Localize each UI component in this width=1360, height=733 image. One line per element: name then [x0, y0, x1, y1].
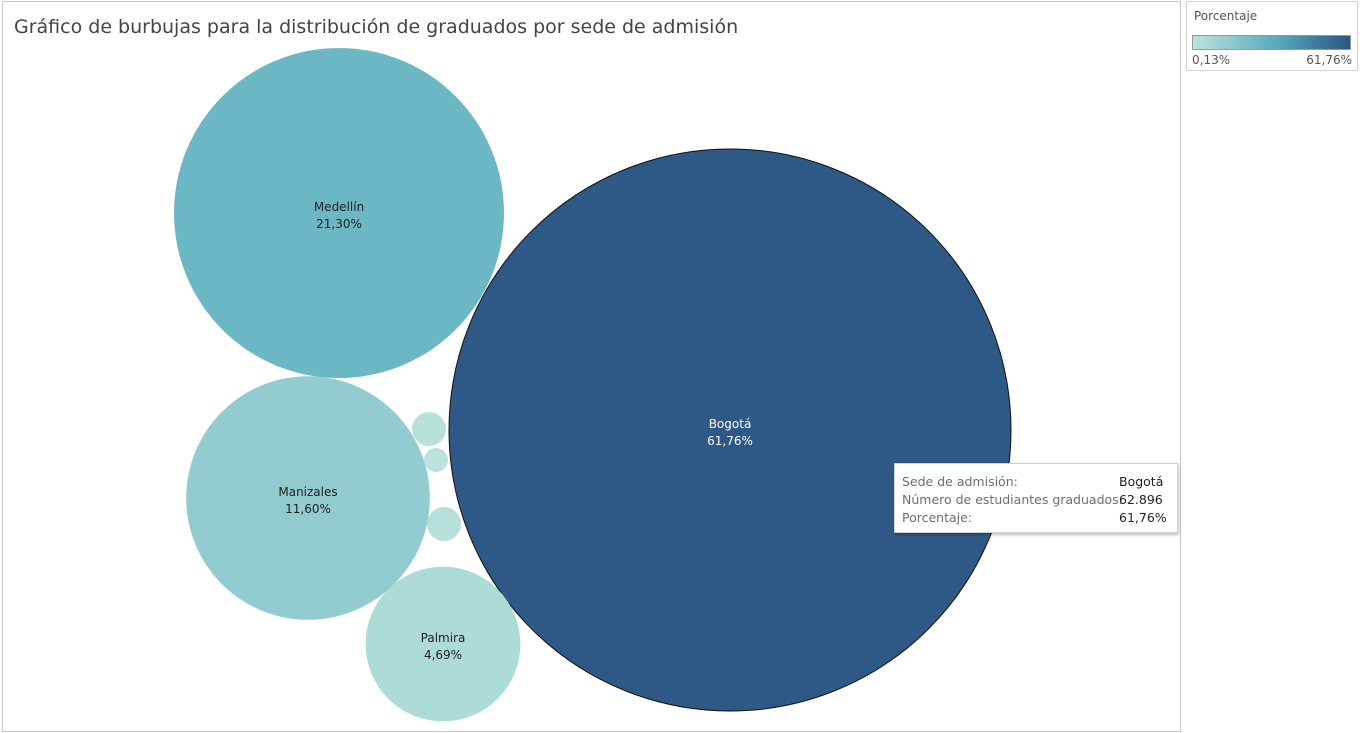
tooltip: Sede de admisión: Bogotá Número de estud…	[894, 463, 1178, 533]
chart-title: Gráfico de burbujas para la distribución…	[14, 16, 739, 38]
tooltip-value: 61,76%	[1119, 510, 1167, 525]
bubble-manizales[interactable]	[186, 376, 430, 620]
chart-area: Gráfico de burbujas para la distribución…	[2, 1, 1181, 732]
legend-title: Porcentaje	[1194, 9, 1258, 23]
bubble-chart: Bogotá 61,76% Medellín 21,30% Manizales 11,60…	[174, 48, 1012, 722]
tooltip-row-porcentaje: Porcentaje:	[902, 510, 972, 525]
bubble-percent-label: 21,30%	[316, 217, 362, 231]
tooltip-value: Bogotá	[1119, 474, 1164, 489]
legend-min-label: 0,13%	[1192, 53, 1231, 67]
bubble-name-label: Medellín	[314, 200, 364, 214]
tooltip-row-sede: Sede de admisión:	[902, 474, 1018, 489]
bubble-bogota[interactable]	[448, 148, 1012, 712]
tooltip-value: 62.896	[1119, 492, 1163, 507]
tooltip-row-graduados: Número de estudiantes graduados:	[902, 492, 1123, 507]
bubble-percent-label: 4,69%	[424, 648, 462, 662]
bubble-small-6[interactable]	[424, 448, 448, 472]
bubble-name-label: Palmira	[421, 631, 466, 645]
legend-max-label: 61,76%	[1306, 53, 1352, 67]
bubble-percent-label: 61,76%	[707, 434, 753, 448]
tooltip-label: Número de estudiantes graduados:	[902, 492, 1123, 507]
bubble-name-label: Bogotá	[709, 417, 752, 431]
bubble-palmira[interactable]	[365, 566, 521, 722]
bubble-percent-label: 11,60%	[285, 502, 331, 516]
legend-gradient-bar	[1192, 35, 1351, 50]
color-legend[interactable]: Porcentaje 0,13% 61,76%	[1186, 1, 1358, 71]
bubble-small-4[interactable]	[427, 507, 461, 541]
bubble-medellin[interactable]	[174, 48, 504, 378]
tooltip-label: Porcentaje:	[902, 510, 973, 525]
bubble-name-label: Manizales	[278, 485, 337, 499]
tooltip-label: Sede de admisión:	[902, 474, 1018, 489]
bubble-small-5[interactable]	[412, 412, 446, 446]
